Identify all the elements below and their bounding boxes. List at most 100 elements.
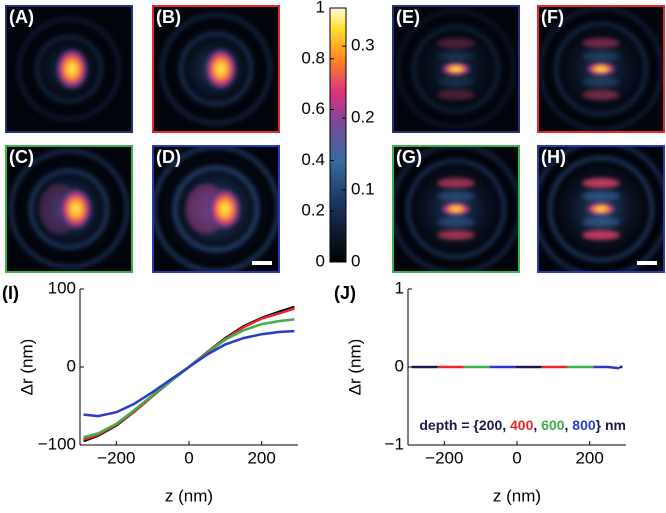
panel-image [537,5,665,133]
y-axis-label: Δr (nm) [345,339,364,396]
legend-text: , [533,417,541,433]
x-tick-label: 0 [184,448,193,467]
colorbar-tick-label: 0.3 [351,36,375,55]
image-panel: (E) [392,5,520,133]
spot [59,187,93,231]
ring [553,21,649,117]
image-panel: (A) [5,5,133,133]
colorbar-tick-label: 0.8 [301,48,325,67]
panel-border [537,145,665,273]
panel-label: (E) [396,7,420,27]
panel-label: (F) [541,7,564,27]
panel-border [5,5,133,133]
series-line [83,329,295,418]
legend-text: 800 [572,417,596,433]
legend-text: , [565,417,573,433]
lobe [582,230,620,240]
ring [159,12,273,126]
ring [172,165,260,253]
panel-border [152,145,280,273]
panel-label: (A) [9,7,34,27]
colorbar-tick-label: 0 [351,251,360,270]
panel-image [8,148,130,270]
colorbar-tick-label: 0.6 [301,99,325,118]
scale-bar [252,261,272,265]
y-tick-label: 100 [48,278,76,297]
plot-title: (I) [2,283,19,303]
lobe [437,217,475,227]
panel-image [537,145,665,273]
panel-border [537,5,665,133]
ring [28,168,110,250]
panel-border [392,145,520,273]
lobe [440,202,472,216]
legend-text: 200 [479,417,503,433]
lobe [582,191,620,201]
lobe [437,191,475,201]
legend-text: , [502,417,510,433]
y-tick-label: 0 [67,356,76,375]
panel-image [16,16,122,122]
x-tick-label: −200 [97,448,135,467]
panel-label: (C) [9,147,34,167]
series-line [83,305,295,443]
colorbar-tick-label: 0.2 [351,108,375,127]
image-panel: (F) [537,5,665,133]
image-panel: (H) [537,145,665,273]
legend-text: depth = { [419,417,479,433]
lobe [582,77,620,87]
x-axis-label: z (nm) [493,486,541,505]
image-panel: (B) [152,5,280,133]
panel-label: (G) [396,147,422,167]
lobe [585,62,617,76]
panel-border [392,5,520,133]
x-tick-label: 0 [512,448,521,467]
legend: depth = {200, 400, 600, 800} nm [419,417,626,433]
y-tick-label: −100 [38,434,76,453]
lobe [582,51,620,61]
ring [547,155,655,263]
panel-image [392,145,520,273]
lobe [582,217,620,227]
spot [55,47,89,91]
lobe [585,202,617,216]
colorbar [329,7,347,263]
panel-border [5,145,133,273]
colorbar-tick-label: 0.4 [301,150,325,169]
x-tick-label: 200 [575,448,603,467]
y-tick-label: 1 [395,278,404,297]
panel-label: (H) [541,147,566,167]
spot [208,187,242,231]
ring [395,8,517,130]
lobe [437,178,475,188]
scale-bar [637,261,657,265]
ring [537,5,665,133]
x-tick-label: 200 [247,448,275,467]
panel-border [152,5,280,133]
legend-text: 400 [510,417,534,433]
image-panel: (D) [152,145,280,273]
colorbar-tick-label: 0 [316,251,325,270]
x-axis-label: z (nm) [165,486,213,505]
ring [34,34,104,104]
colorbar-tick-label: 1 [316,0,325,16]
lobe [437,77,475,87]
panel-label: (B) [156,7,181,27]
lobe [582,90,620,100]
ring [411,24,501,114]
series-line [83,307,295,441]
ring [8,148,130,270]
panel-label: (D) [156,147,181,167]
lobe [582,38,620,48]
image-panel: (G) [392,145,520,273]
lobe [437,90,475,100]
image-panel: (C) [5,145,133,273]
ring [178,31,254,107]
spot [204,47,238,91]
x-tick-label: −200 [425,448,463,467]
y-axis-label: Δr (nm) [17,339,36,396]
colorbar-tick-label: 0.2 [301,201,325,220]
series-line [83,318,295,439]
lobe [440,62,472,76]
